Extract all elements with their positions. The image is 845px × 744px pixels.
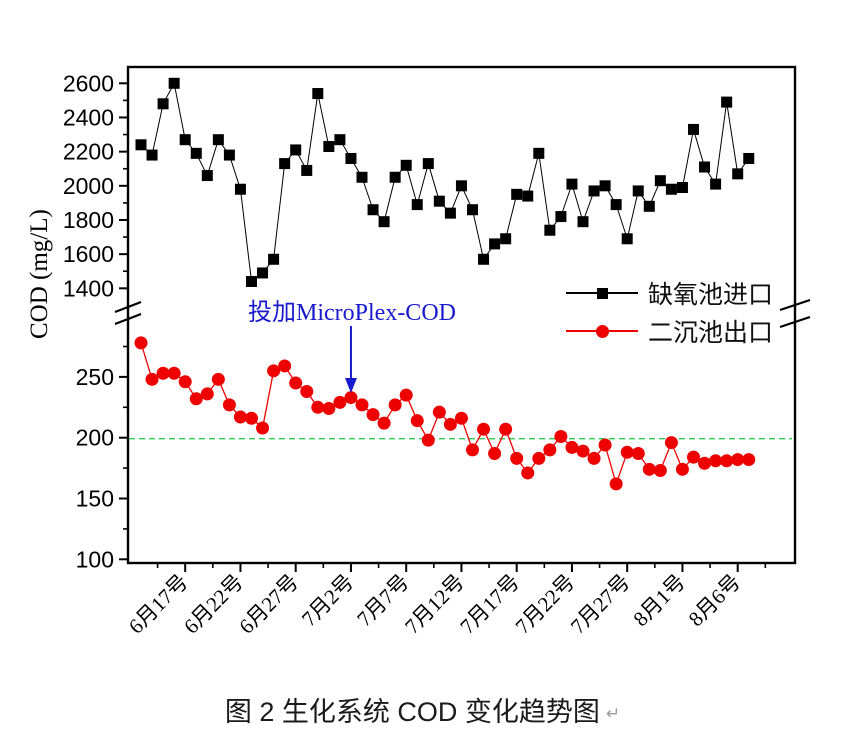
y-axis-title: COD (mg/L)	[26, 209, 53, 339]
svg-text:6月22号: 6月22号	[179, 570, 248, 639]
svg-text:6月17号: 6月17号	[124, 570, 193, 639]
annotation-label: 投加MicroPlex-COD	[248, 300, 456, 326]
svg-text:7月2号: 7月2号	[297, 570, 359, 632]
svg-text:1600: 1600	[63, 241, 114, 267]
svg-text:7月17号: 7月17号	[455, 570, 524, 639]
legend-sample-outlet	[566, 323, 638, 339]
svg-text:100: 100	[76, 546, 114, 572]
figure-caption: 图 2 生化系统 COD 变化趋势图 ↵	[0, 690, 845, 729]
svg-text:6月27号: 6月27号	[234, 570, 303, 639]
paragraph-mark-icon: ↵	[605, 703, 621, 723]
legend-label-outlet: 二沉池出口	[648, 320, 774, 347]
svg-text:1800: 1800	[63, 207, 114, 233]
svg-text:2200: 2200	[63, 139, 114, 165]
svg-text:7月27号: 7月27号	[566, 570, 635, 639]
square-marker-icon	[597, 288, 608, 299]
chart-legend: 缺氧池进口 二沉池出口	[566, 276, 773, 348]
svg-text:7月12号: 7月12号	[400, 570, 469, 639]
svg-text:7月22号: 7月22号	[511, 570, 580, 639]
svg-text:2000: 2000	[63, 173, 114, 199]
circle-marker-icon	[596, 325, 609, 338]
svg-text:8月6号: 8月6号	[684, 570, 746, 632]
legend-item-inlet: 缺氧池进口	[566, 276, 773, 310]
figure-caption-text: 图 2 生化系统 COD 变化趋势图	[224, 697, 600, 727]
svg-text:1400: 1400	[63, 275, 114, 301]
svg-text:8月1号: 8月1号	[628, 570, 690, 632]
svg-text:250: 250	[76, 364, 114, 390]
svg-text:2400: 2400	[63, 104, 114, 130]
svg-text:150: 150	[76, 486, 114, 512]
svg-text:2600: 2600	[63, 70, 114, 96]
legend-sample-inlet	[566, 285, 638, 301]
legend-label-inlet: 缺氧池进口	[648, 282, 774, 309]
svg-text:200: 200	[76, 425, 114, 451]
legend-item-outlet: 二沉池出口	[566, 314, 773, 348]
